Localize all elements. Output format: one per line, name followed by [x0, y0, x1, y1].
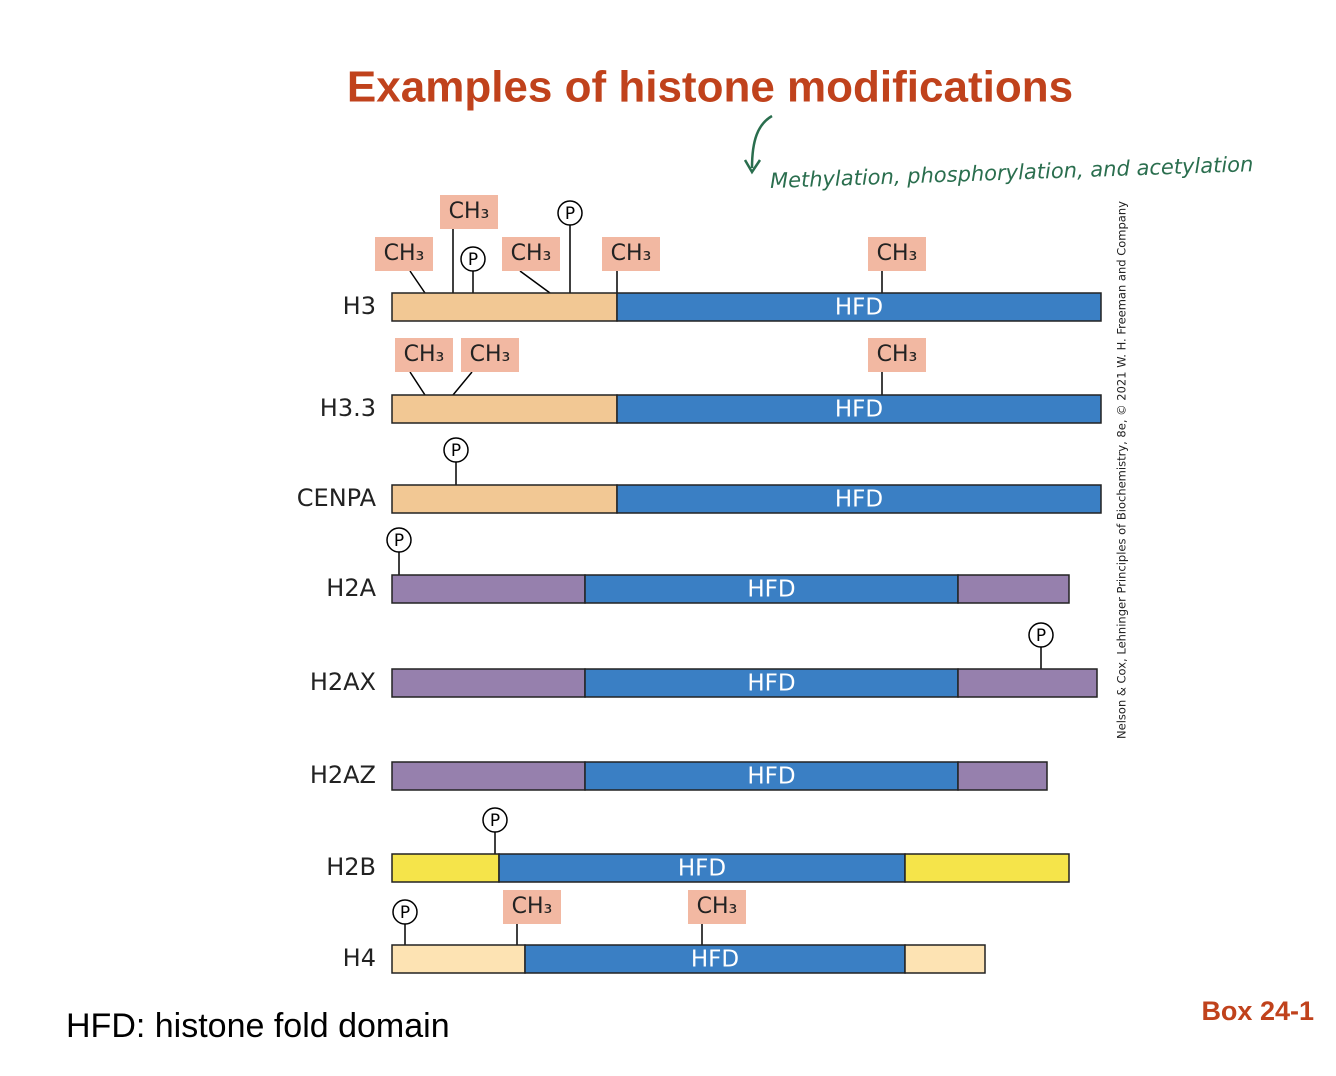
methyl-box — [375, 237, 433, 271]
phosphate-circle — [392, 899, 418, 925]
phosphate-label: P — [394, 531, 404, 551]
fold-domain — [524, 944, 906, 974]
methyl-label: CH₃ — [470, 342, 511, 367]
phosphate-label: P — [565, 204, 575, 224]
tail-segment — [391, 574, 586, 604]
phosphate-circle — [1028, 622, 1054, 648]
tail-segment — [904, 944, 986, 974]
tail-segment — [391, 394, 618, 424]
tail-segment — [391, 944, 526, 974]
methyl-box — [868, 237, 926, 271]
phosphate-label: P — [1036, 626, 1046, 646]
phosphate-label: P — [490, 811, 500, 831]
row-label: H2AX — [310, 668, 376, 696]
credit: Nelson & Cox, Lehninger Principles of Bi… — [1115, 201, 1129, 739]
domain-label: HFD — [747, 764, 795, 790]
row-label: H4 — [343, 944, 376, 972]
methyl-label: CH₃ — [449, 199, 490, 224]
legend: HFD: histone fold domain — [66, 1007, 450, 1045]
tail-segment — [391, 292, 618, 322]
methyl-label: CH₃ — [697, 894, 738, 919]
fold-domain — [616, 292, 1102, 322]
phosphate-circle — [557, 200, 583, 226]
methyl-box — [868, 338, 926, 372]
row-label: H2B — [326, 853, 376, 881]
row-label: H3 — [343, 292, 376, 320]
methyl-box — [502, 237, 560, 271]
methyl-box — [440, 195, 498, 229]
fold-domain — [584, 761, 959, 791]
row-label: CENPA — [297, 484, 377, 512]
row-label: H3.3 — [320, 394, 376, 422]
domain-label: HFD — [691, 947, 739, 973]
methyl-box — [602, 237, 660, 271]
modification-line — [519, 270, 551, 294]
domain-label: HFD — [835, 487, 883, 513]
methyl-box — [688, 890, 746, 924]
methyl-box — [503, 890, 561, 924]
phosphate-circle — [460, 246, 486, 272]
row-label: H2AZ — [310, 761, 376, 789]
phosphate-label: P — [468, 250, 478, 270]
domain-label: HFD — [747, 671, 795, 697]
phosphate-circle — [482, 807, 508, 833]
methyl-label: CH₃ — [511, 241, 552, 266]
row-label: H2A — [326, 574, 376, 602]
methyl-label: CH₃ — [384, 241, 425, 266]
modification-line — [452, 371, 473, 396]
fold-domain — [616, 394, 1102, 424]
domain-label: HFD — [835, 295, 883, 321]
methyl-box — [395, 338, 453, 372]
phosphate-label: P — [400, 903, 410, 923]
rows: H3 CH₃ CH₃ P CH₃ P CH₃ CH₃ HFD H3.3 CH₃ CH₃ CH₃ HFD CE… — [297, 195, 1102, 974]
tail-segment — [957, 761, 1048, 791]
modification-line — [409, 270, 426, 294]
fold-domain — [616, 484, 1102, 514]
phosphate-circle — [386, 527, 412, 553]
annotation-arrow — [743, 114, 773, 175]
tail-segment — [391, 484, 618, 514]
annotation: Methylation, phosphorylation, and acetyl… — [770, 152, 1254, 193]
tail-segment — [957, 574, 1070, 604]
methyl-label: CH₃ — [877, 342, 918, 367]
domain-label: HFD — [835, 397, 883, 423]
tail-segment — [391, 668, 586, 698]
methyl-label: CH₃ — [611, 241, 652, 266]
domain-label: HFD — [678, 856, 726, 882]
methyl-label: CH₃ — [877, 241, 918, 266]
modification-line — [409, 371, 426, 396]
methyl-label: CH₃ — [512, 894, 553, 919]
phosphate-label: P — [451, 441, 461, 461]
domain-label: HFD — [747, 577, 795, 603]
tail-segment — [957, 668, 1098, 698]
title: Examples of histone modifications — [347, 63, 1073, 112]
tail-segment — [391, 761, 586, 791]
tail-segment — [391, 853, 500, 883]
fold-domain — [498, 853, 906, 883]
tail-segment — [904, 853, 1070, 883]
phosphate-circle — [443, 437, 469, 463]
methyl-box — [461, 338, 519, 372]
box-label: Box 24-1 — [1201, 996, 1314, 1026]
fold-domain — [584, 574, 959, 604]
methyl-label: CH₃ — [404, 342, 445, 367]
